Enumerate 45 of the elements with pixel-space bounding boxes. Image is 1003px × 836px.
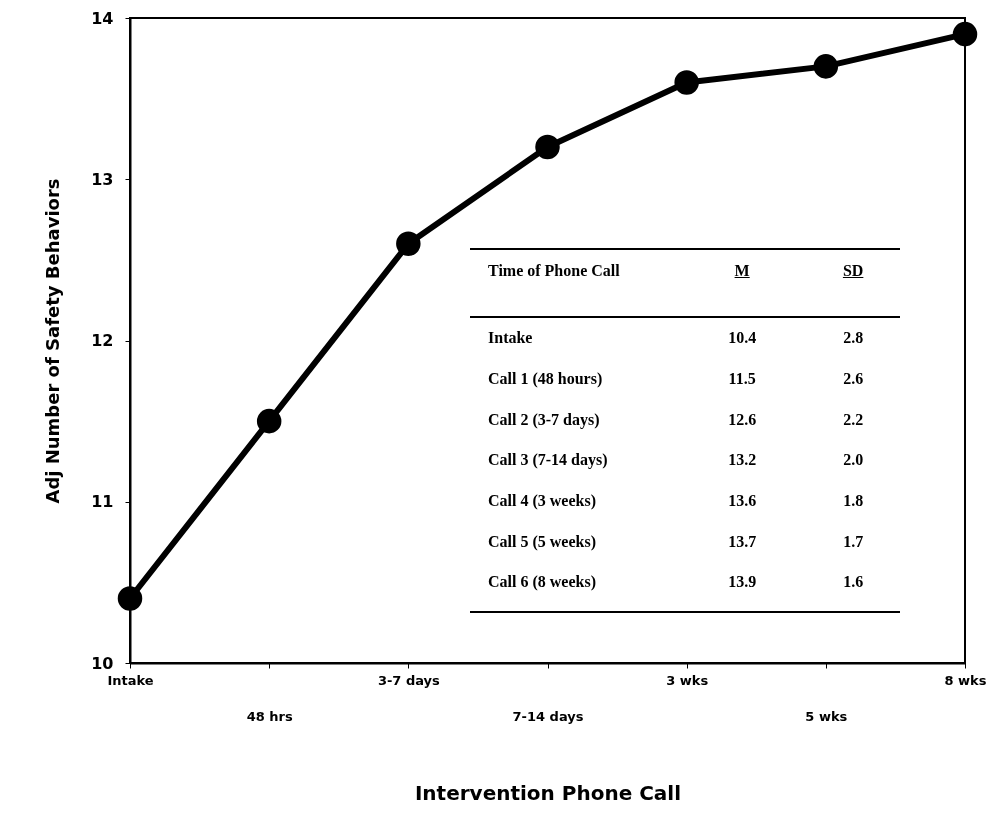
- annotation: 2.2: [842, 409, 865, 430]
- annotation: 1.8: [842, 491, 865, 512]
- annotation: Call 3 (7-14 days): [487, 450, 609, 471]
- x-tick-label: 3-7 days: [377, 672, 441, 688]
- x-tick-label: Intake: [107, 672, 154, 688]
- point: [117, 586, 143, 611]
- annotation: 2.0: [842, 450, 865, 471]
- annotation: 11.5: [727, 369, 757, 390]
- x-tick-label: 3 wks: [666, 672, 709, 688]
- annotation: 2.6: [842, 369, 865, 390]
- y-axis-title: Adj Number of Safety Behaviors: [42, 178, 64, 504]
- annotation: Call 5 (5 weeks): [487, 531, 597, 553]
- x-tick-label: 48 hrs: [246, 708, 293, 724]
- annotation: 13.9: [727, 572, 758, 593]
- x-tick-label: 7-14 days: [512, 708, 584, 724]
- x-tick-label: 5 wks: [805, 708, 848, 724]
- annotation: Call 6 (8 weeks): [487, 572, 597, 593]
- x-axis-title: Intervention Phone Call: [414, 780, 682, 805]
- point: [952, 21, 978, 47]
- annotation: Call 2 (3-7 days): [487, 409, 601, 431]
- y-tick-label: 12: [91, 331, 114, 350]
- annotation: M: [734, 262, 750, 279]
- annotation: 13.6: [727, 491, 758, 512]
- annotation: Call 1 (48 hours): [487, 369, 604, 390]
- annotation: Time of Phone Call: [487, 261, 621, 281]
- point: [256, 408, 282, 434]
- x-tick-label: 8 wks: [944, 672, 987, 688]
- annotation: 2.8: [842, 328, 865, 349]
- annotation: Call 4 (3 weeks): [487, 491, 597, 512]
- point: [813, 54, 839, 79]
- y-tick-label: 10: [91, 653, 114, 673]
- point: [535, 134, 560, 160]
- point: [674, 70, 699, 95]
- point: [396, 231, 421, 256]
- annotation: 13.2: [727, 450, 758, 471]
- annotation: Intake: [487, 328, 534, 349]
- annotation: 1.6: [842, 572, 865, 593]
- annotation: 10.4: [727, 328, 758, 349]
- y-tick-label: 13: [91, 169, 114, 189]
- y-tick-label: 14: [91, 8, 114, 28]
- annotation: SD: [842, 262, 864, 279]
- annotation: 13.7: [727, 531, 758, 552]
- annotation: 1.7: [842, 531, 865, 552]
- y-tick-label: 11: [91, 492, 114, 512]
- annotation: 12.6: [727, 409, 758, 430]
